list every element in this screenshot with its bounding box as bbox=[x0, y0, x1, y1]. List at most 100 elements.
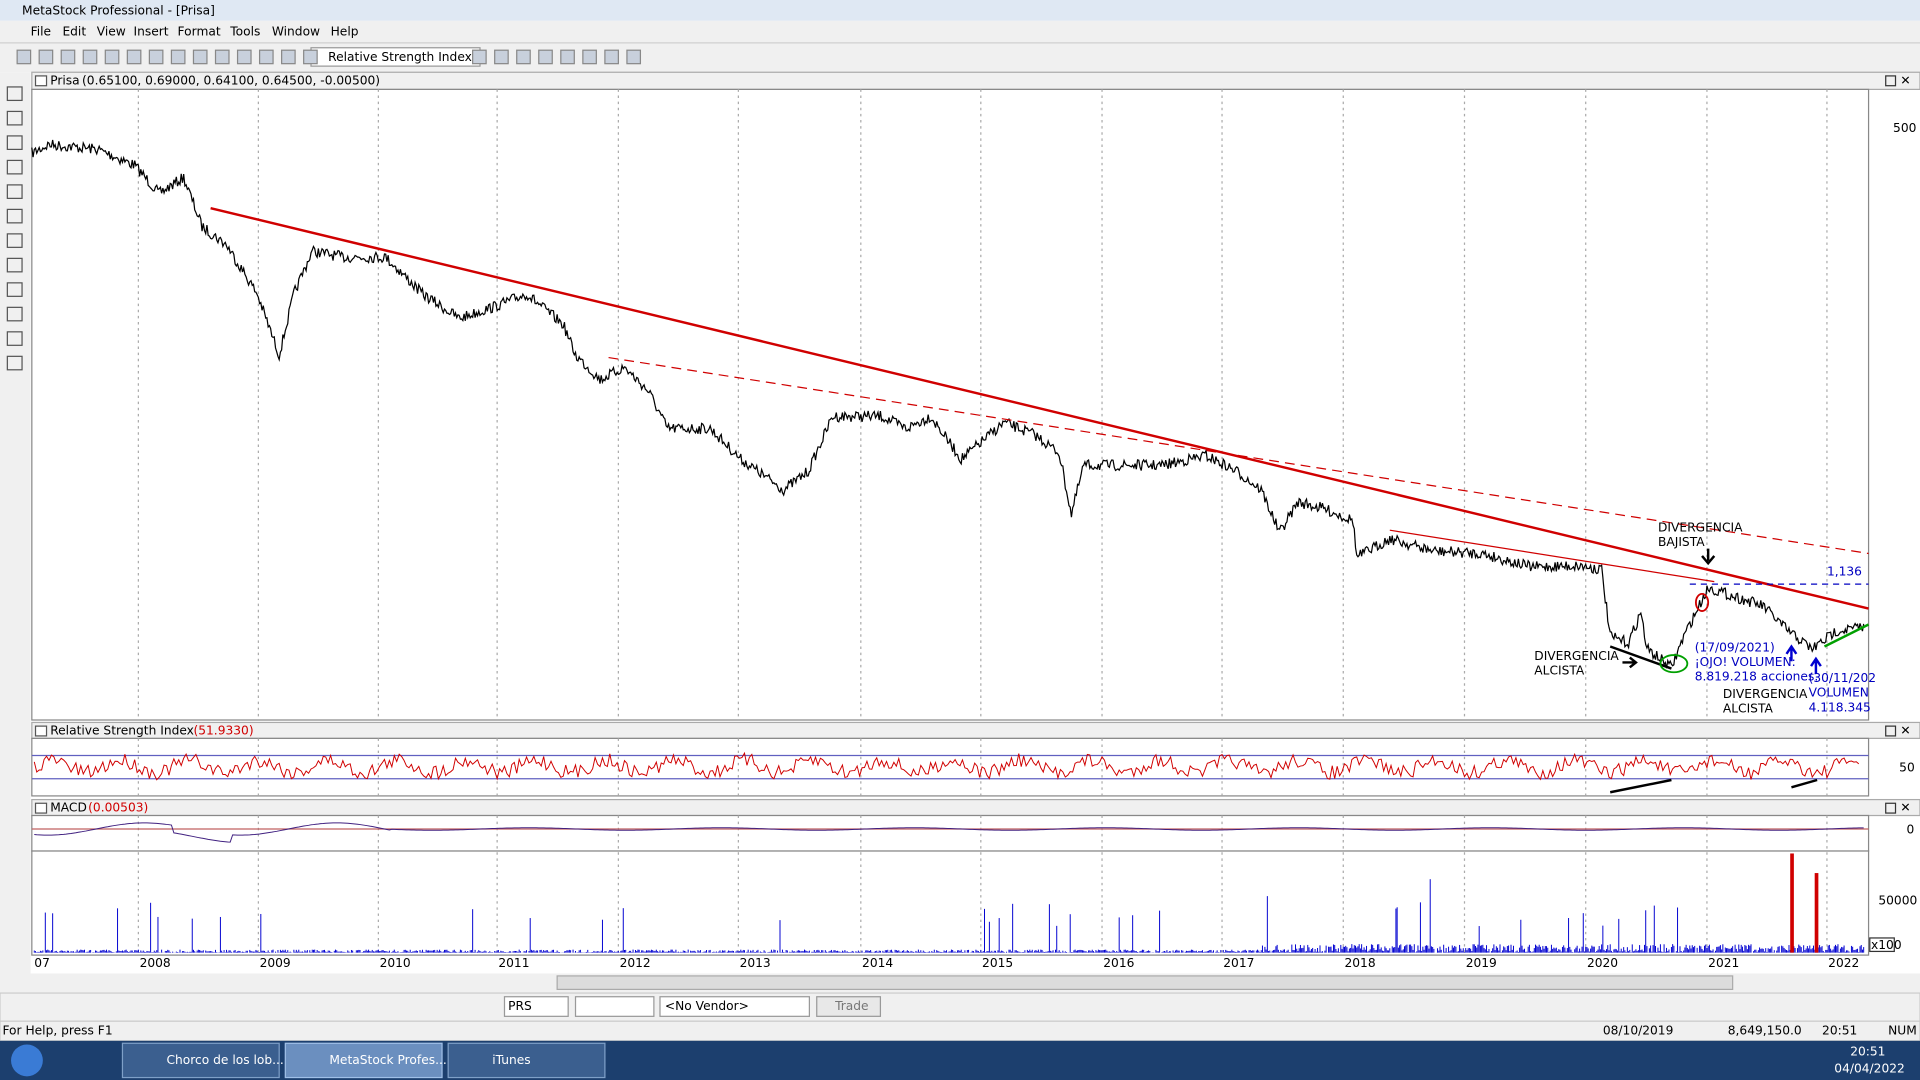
tool-icon[interactable] bbox=[6, 306, 23, 322]
vendor-dropdown[interactable] bbox=[659, 996, 811, 1017]
clock-date: 04/04/2022 bbox=[1834, 1061, 1905, 1075]
tool-icon[interactable] bbox=[6, 331, 23, 346]
trade-text: Trade bbox=[834, 999, 869, 1013]
toolbar-icon[interactable] bbox=[582, 49, 597, 65]
status-text: 08/10/2019 bbox=[1603, 1024, 1674, 1038]
toolbar-icon[interactable] bbox=[104, 49, 120, 65]
year-label: 2015 bbox=[982, 956, 1013, 970]
panel-value: (0.00503) bbox=[88, 801, 148, 815]
toolbar-icon[interactable] bbox=[126, 49, 142, 65]
price-line bbox=[31, 139, 1865, 669]
tool-icon[interactable] bbox=[6, 233, 23, 248]
toolbar-icon[interactable] bbox=[38, 49, 54, 65]
task-chrome[interactable] bbox=[121, 1042, 280, 1079]
panel-button[interactable] bbox=[1885, 725, 1897, 737]
year-label: 2016 bbox=[1103, 956, 1134, 970]
menu-item[interactable]: Format bbox=[178, 24, 221, 38]
toolbar-icon[interactable] bbox=[148, 49, 164, 65]
indicator-name: Relative Strength Index bbox=[328, 50, 472, 64]
circle-mark bbox=[1659, 654, 1689, 674]
panel-value: (0.65100, 0.69000, 0.64100, 0.64500, -0.… bbox=[82, 73, 380, 87]
close-button[interactable]: ✕ bbox=[1900, 801, 1910, 815]
vendor-text: <No Vendor> bbox=[665, 999, 749, 1013]
toolbar-icon[interactable] bbox=[214, 49, 230, 65]
task-itunes[interactable] bbox=[447, 1042, 606, 1079]
year-label: 07 bbox=[34, 956, 50, 970]
rsi-plot bbox=[31, 737, 1870, 797]
toolbar-icon[interactable] bbox=[538, 49, 553, 65]
symbol-box[interactable] bbox=[503, 996, 569, 1017]
toolbar-icon[interactable] bbox=[60, 49, 76, 65]
volume-plot bbox=[31, 850, 1870, 956]
menu-item[interactable]: Tools bbox=[229, 24, 260, 38]
taskbar-item: iTunes bbox=[492, 1053, 530, 1067]
year-label: 2019 bbox=[1466, 956, 1497, 970]
close-button[interactable]: ✕ bbox=[1900, 73, 1910, 87]
annotation: ALCISTA bbox=[1534, 664, 1585, 678]
panel-button[interactable] bbox=[1885, 75, 1897, 87]
menu-item[interactable]: Help bbox=[331, 24, 359, 38]
year-label: 2013 bbox=[740, 956, 771, 970]
status-text: 20:51 bbox=[1822, 1024, 1857, 1038]
menu-item[interactable]: File bbox=[31, 24, 51, 38]
status-bar bbox=[0, 1020, 1920, 1042]
toolbar-icon[interactable] bbox=[604, 49, 619, 65]
tool-icon[interactable] bbox=[6, 159, 23, 175]
panel-button[interactable] bbox=[1885, 802, 1897, 814]
year-label: 2022 bbox=[1828, 956, 1859, 970]
annotation: ¡OJO! VOLUMEN: bbox=[1695, 655, 1796, 669]
toolbar-icon[interactable] bbox=[516, 49, 531, 65]
toolbar-icon[interactable] bbox=[258, 49, 274, 65]
panel-icon bbox=[34, 725, 48, 737]
tool-icon[interactable] bbox=[6, 86, 23, 102]
trade-button[interactable] bbox=[816, 996, 882, 1017]
start-button[interactable] bbox=[11, 1044, 43, 1077]
year-label: 2012 bbox=[620, 956, 651, 970]
arrow bbox=[1701, 548, 1716, 566]
combo[interactable] bbox=[574, 996, 655, 1017]
menu-item[interactable]: Insert bbox=[133, 24, 168, 38]
task-metastock[interactable] bbox=[284, 1042, 443, 1079]
tool-icon[interactable] bbox=[6, 135, 23, 150]
tool-icon[interactable] bbox=[6, 257, 23, 273]
axis-label: 0 bbox=[1907, 823, 1915, 837]
toolbar-icon[interactable] bbox=[236, 49, 252, 65]
symbol-text: PRS bbox=[508, 999, 532, 1013]
tool-icon[interactable] bbox=[6, 355, 23, 371]
toolbar-icon[interactable] bbox=[626, 49, 642, 65]
tool-icon[interactable] bbox=[6, 184, 23, 199]
toolbar-icon[interactable] bbox=[494, 49, 509, 65]
tool-icon[interactable] bbox=[6, 110, 23, 126]
toolbar-icon[interactable] bbox=[303, 49, 318, 65]
toolbar-icon[interactable] bbox=[281, 49, 296, 65]
tool-icon[interactable] bbox=[6, 282, 23, 297]
clock-time: 20:51 bbox=[1850, 1044, 1885, 1058]
rsi-header bbox=[31, 721, 1920, 739]
annotation: (17/09/2021) bbox=[1695, 640, 1775, 654]
toolbar-icon[interactable] bbox=[560, 49, 575, 65]
toolbar-icon[interactable] bbox=[170, 49, 186, 65]
annotation: ALCISTA bbox=[1723, 701, 1774, 715]
menu-item[interactable]: View bbox=[97, 24, 126, 38]
axis-label: 500 bbox=[1893, 121, 1916, 135]
axis-label: 50 bbox=[1899, 760, 1915, 774]
arrow bbox=[1810, 656, 1822, 674]
annotation: VOLUMEN bbox=[1809, 686, 1869, 700]
status-text: 8,649,150.0 bbox=[1728, 1024, 1802, 1038]
toolbar-icon[interactable] bbox=[16, 49, 32, 65]
menu-item[interactable]: Edit bbox=[62, 24, 86, 38]
annotation: 1,136 bbox=[1827, 564, 1862, 578]
toolbar-icon[interactable] bbox=[472, 49, 487, 65]
toolbar-icon[interactable] bbox=[82, 49, 98, 65]
tool-icon[interactable] bbox=[6, 208, 23, 224]
scrollbar[interactable] bbox=[556, 975, 1734, 990]
taskbar-item: Chorco de los lob... bbox=[167, 1053, 284, 1067]
volume-spike bbox=[1814, 873, 1819, 953]
volume-spike bbox=[1790, 853, 1794, 953]
title-bar bbox=[0, 0, 1920, 21]
toolbar-icon[interactable] bbox=[192, 49, 208, 65]
close-button[interactable]: ✕ bbox=[1900, 724, 1910, 738]
circle-mark bbox=[1695, 592, 1710, 612]
menu-item[interactable]: Window bbox=[272, 24, 320, 38]
macd-header bbox=[31, 798, 1920, 817]
